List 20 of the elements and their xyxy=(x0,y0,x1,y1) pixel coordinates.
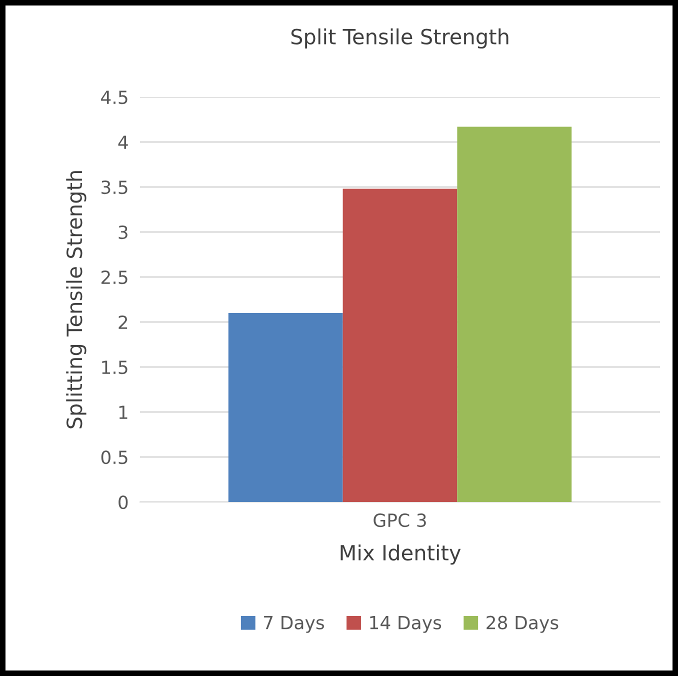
y-tick-label: 0.5 xyxy=(101,450,128,464)
y-tick-label: 1.5 xyxy=(102,360,128,374)
y-axis-title: Splitting Tensile Strength xyxy=(66,171,86,428)
legend-label: 7 Days xyxy=(264,616,324,633)
legend-label: 28 Days xyxy=(486,616,558,633)
y-tick-label: 0 xyxy=(118,495,128,510)
chart-title: Split Tensile Strength xyxy=(291,28,508,49)
x-tick-label: GPC 3 xyxy=(374,513,426,528)
y-tick-label: 2 xyxy=(118,315,128,329)
x-axis-title: Mix Identity xyxy=(340,544,461,565)
y-tick-label: 4 xyxy=(118,136,128,149)
y-tick-label: 1 xyxy=(119,406,128,419)
bar xyxy=(342,188,458,502)
y-tick-label: 4.5 xyxy=(101,90,128,104)
bar xyxy=(228,313,343,502)
y-tick-label: 3.5 xyxy=(102,180,128,194)
legend-label: 14 Days xyxy=(370,616,442,633)
y-tick-label: 3 xyxy=(118,225,128,240)
y-tick-label: 2.5 xyxy=(102,270,128,284)
bar xyxy=(457,126,572,502)
